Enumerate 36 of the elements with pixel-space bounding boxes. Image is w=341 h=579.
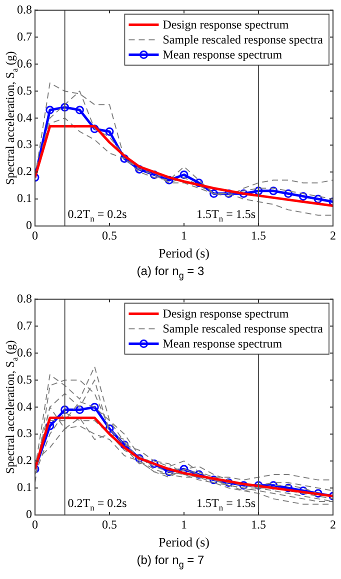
legend-label: Mean response spectrum [162, 336, 283, 351]
y-tick-label: 0.8 [17, 291, 32, 306]
y-tick-label: 0.8 [17, 2, 32, 16]
x-axis-title: Period (s) [158, 246, 210, 261]
y-tick-label: 0 [26, 507, 32, 522]
y-tick-label: 0.1 [17, 480, 32, 494]
y-tick-label: 0.2 [17, 164, 32, 178]
y-tick-label: 0.2 [17, 453, 32, 468]
x-tick-label: 2 [330, 517, 336, 532]
legend-label: Sample rescaled response spectra [162, 32, 324, 47]
text: (b) for n$_{g}$ = 7 [136, 552, 206, 572]
legend-label: Design response spectrum [162, 306, 290, 321]
y-tick-label: 0.5 [17, 83, 32, 98]
x-axis-title: Period (s) [158, 534, 210, 550]
y-tick-label: 0.3 [17, 426, 32, 440]
y-tick-label: 0.6 [17, 56, 32, 70]
x-tick-label: 1 [181, 228, 187, 242]
x-tick-label: 1.5 [251, 228, 266, 242]
y-tick-label: 0.1 [17, 191, 32, 206]
y-tick-label: 0.5 [17, 372, 32, 386]
x-tick-label: 0.5 [102, 228, 117, 242]
legend-label: Sample rescaled response spectra [162, 322, 324, 336]
x-tick-label: 2 [330, 228, 336, 242]
y-tick-label: 0.4 [17, 110, 32, 124]
x-tick-label: 1 [181, 517, 187, 532]
legend-label: Design response spectrum [162, 18, 290, 32]
y-tick-label: 0.6 [17, 345, 32, 360]
y-tick-label: 0.7 [17, 318, 32, 332]
y-tick-label: 0.7 [17, 29, 32, 44]
y-tick-label: 0.4 [17, 399, 32, 414]
x-tick-label: 0.5 [102, 517, 117, 532]
text: (a) for n$_{g}$ = 3 [136, 263, 206, 282]
legend-label: Mean response spectrum [162, 48, 283, 62]
y-tick-label: 0 [26, 218, 32, 232]
x-tick-label: 1.5 [251, 517, 266, 532]
y-tick-label: 0.3 [17, 137, 32, 152]
